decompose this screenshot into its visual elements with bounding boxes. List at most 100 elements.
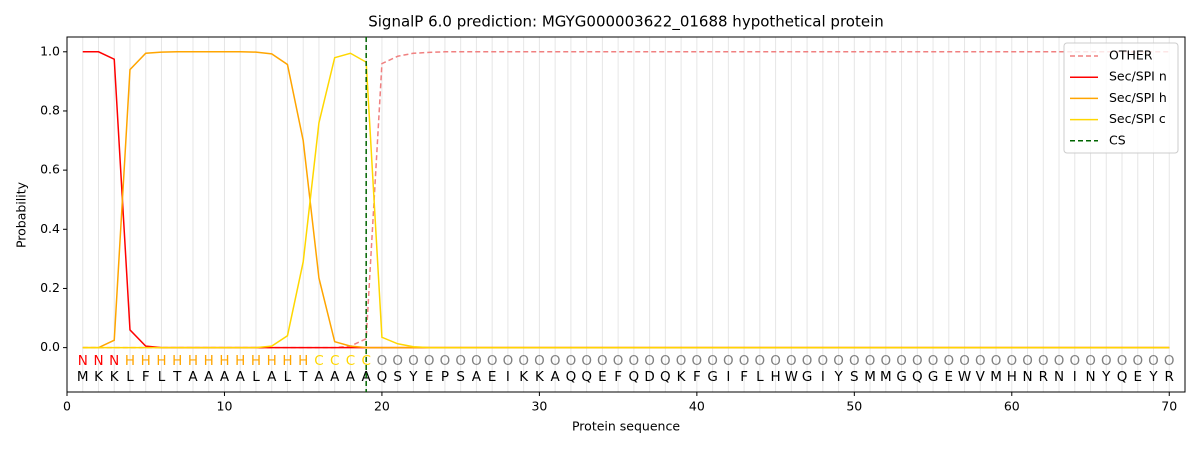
residue: Q	[377, 369, 388, 385]
residue: A	[472, 369, 482, 385]
residue: Y	[1148, 369, 1158, 385]
residue-label: O	[487, 353, 498, 369]
residue: Y	[1101, 369, 1111, 385]
residue-label: O	[613, 353, 624, 369]
residue: E	[598, 369, 607, 385]
residue-label: H	[125, 353, 135, 369]
residue-label: O	[1006, 353, 1017, 369]
residue: S	[850, 369, 859, 385]
residue: K	[110, 369, 120, 385]
x-tick-label: 40	[689, 399, 705, 414]
residue: G	[707, 369, 717, 385]
residue-label: O	[566, 353, 577, 369]
residue: L	[252, 369, 260, 385]
residue: L	[126, 369, 134, 385]
residue-label: N	[78, 353, 88, 369]
residue: A	[346, 369, 356, 385]
residue-label: O	[880, 353, 891, 369]
residue: M	[864, 369, 876, 385]
residue: Q	[660, 369, 671, 385]
x-tick-label: 20	[374, 399, 390, 414]
residue: N	[1085, 369, 1095, 385]
y-tick-label: 0.8	[40, 102, 60, 117]
y-tick-label: 0.6	[40, 162, 60, 177]
residue-label: O	[1132, 353, 1143, 369]
x-axis-label: Protein sequence	[572, 419, 680, 434]
legend-label: Sec/SPI c	[1109, 111, 1166, 126]
residue-label: O	[597, 353, 608, 369]
residue: W	[785, 369, 798, 385]
residue: M	[77, 369, 89, 385]
residue: I	[821, 369, 825, 385]
residue: E	[488, 369, 497, 385]
residue: G	[896, 369, 906, 385]
residue-label: N	[93, 353, 103, 369]
residue: N	[1054, 369, 1064, 385]
residue: Q	[566, 369, 577, 385]
residue: Q	[629, 369, 640, 385]
residue-label: H	[156, 353, 166, 369]
residue-label: O	[975, 353, 986, 369]
x-tick-label: 50	[846, 399, 862, 414]
residue-label: O	[377, 353, 388, 369]
residue-label: C	[314, 353, 323, 369]
residue: R	[1165, 369, 1174, 385]
residue-label: O	[424, 353, 435, 369]
residue: M	[990, 369, 1002, 385]
residue-label: O	[802, 353, 813, 369]
residue-label: O	[1054, 353, 1065, 369]
residue-label: H	[235, 353, 245, 369]
y-tick-label: 0.0	[40, 339, 60, 354]
residue-label: H	[204, 353, 214, 369]
residue-label: O	[455, 353, 466, 369]
residue-label: O	[503, 353, 514, 369]
x-tick-label: 0	[63, 399, 71, 414]
residue: L	[158, 369, 166, 385]
y-tick-label: 1.0	[40, 43, 60, 58]
residue-label: C	[346, 353, 355, 369]
residue-label: O	[629, 353, 640, 369]
y-tick-label: 0.4	[40, 221, 60, 236]
residue: E	[1133, 369, 1142, 385]
residue: P	[441, 369, 449, 385]
residue-label: C	[330, 353, 339, 369]
residue: H	[1007, 369, 1017, 385]
residue: R	[1039, 369, 1048, 385]
residue-label: H	[172, 353, 182, 369]
residue-label: O	[676, 353, 687, 369]
residue: K	[535, 369, 545, 385]
residue-label: O	[692, 353, 703, 369]
residue: A	[188, 369, 198, 385]
residue-label: N	[109, 353, 119, 369]
residue: W	[958, 369, 971, 385]
legend-label: Sec/SPI h	[1109, 90, 1167, 105]
residue: E	[425, 369, 434, 385]
residue: A	[330, 369, 340, 385]
residue-label: O	[1038, 353, 1049, 369]
residue-label: O	[865, 353, 876, 369]
residue-label: O	[1069, 353, 1080, 369]
residue-label: O	[896, 353, 907, 369]
residue: Y	[408, 369, 418, 385]
residue: F	[740, 369, 748, 385]
residue: F	[614, 369, 622, 385]
residue-label: O	[1148, 353, 1159, 369]
residue-label: O	[739, 353, 750, 369]
residue-label: O	[518, 353, 529, 369]
residue: N	[1022, 369, 1032, 385]
residue: Q	[912, 369, 923, 385]
residue: D	[644, 369, 654, 385]
x-tick-label: 30	[531, 399, 547, 414]
residue-label: O	[818, 353, 829, 369]
residue-label: O	[707, 353, 718, 369]
legend-box	[1063, 42, 1179, 154]
x-tick-label: 10	[217, 399, 233, 414]
x-tick-label: 60	[1004, 399, 1020, 414]
residue: L	[756, 369, 764, 385]
residue-label: H	[141, 353, 151, 369]
legend-label: CS	[1109, 132, 1126, 147]
residue: I	[726, 369, 730, 385]
residue-label: O	[786, 353, 797, 369]
residue: A	[236, 369, 246, 385]
